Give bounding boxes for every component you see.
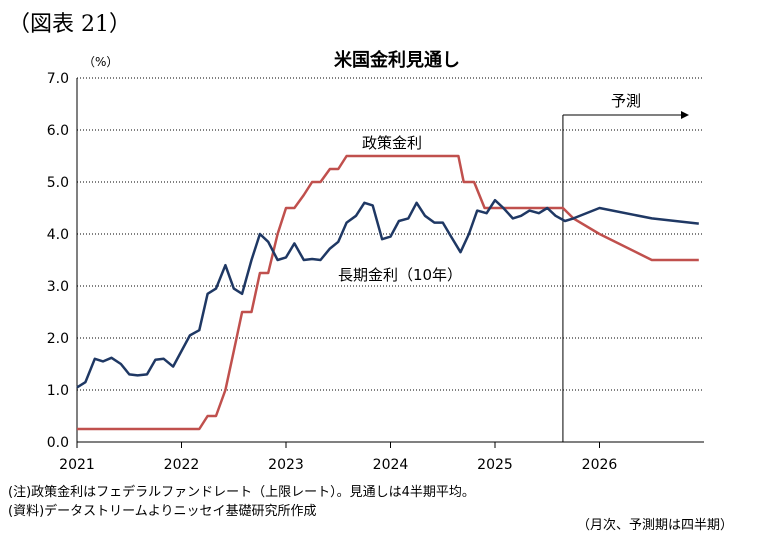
series-line-0 xyxy=(77,154,699,431)
x-tick-label-2: 2023 xyxy=(268,457,304,473)
y-tick-label-1: 1.0 xyxy=(47,383,69,399)
x-tick-label-3: 2024 xyxy=(373,457,409,473)
forecast-label: 予測 xyxy=(611,92,641,110)
x-tick-label-0: 2021 xyxy=(59,457,95,473)
chart-title: 米国金利見通し xyxy=(334,49,460,71)
y-tick-label-4: 4.0 xyxy=(47,227,69,243)
y-tick-label-7: 7.0 xyxy=(47,71,69,87)
forecast-arrow-head xyxy=(681,111,689,119)
series-line-1 xyxy=(76,198,699,389)
figure-label: （図表 21） xyxy=(8,12,131,37)
y-tick-label-3: 3.0 xyxy=(47,279,69,295)
y-tick-label-2: 2.0 xyxy=(47,331,69,347)
note-right: （月次、予測期は四半期） xyxy=(577,518,734,533)
x-tick-label-4: 2025 xyxy=(477,457,513,473)
y-tick-label-0: 0.0 xyxy=(47,435,69,451)
note-line-2: (資料)データストリームよりニッセイ基礎研究所作成 xyxy=(8,504,317,519)
series-annotation-1: 長期金利（10年） xyxy=(338,266,462,284)
y-tick-label-5: 5.0 xyxy=(47,175,69,191)
x-tick-label-5: 2026 xyxy=(582,457,618,473)
y-axis-unit-label: （%） xyxy=(83,55,118,69)
note-line-1: (注)政策金利はフェデラルファンドレート（上限レート）。見通しは4半期平均。 xyxy=(8,485,475,500)
series-annotation-0: 政策金利 xyxy=(362,134,422,152)
x-tick-label-1: 2022 xyxy=(164,457,200,473)
y-tick-label-6: 6.0 xyxy=(47,123,69,139)
